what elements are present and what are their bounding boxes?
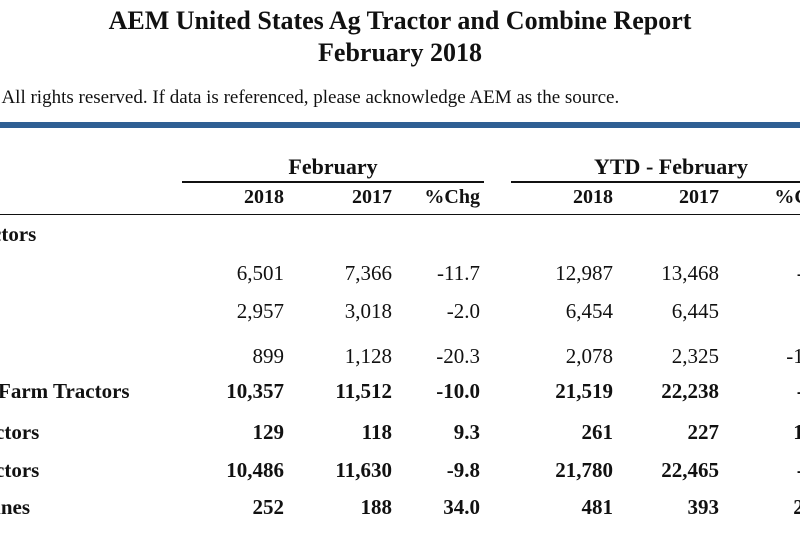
group-header-ytd: YTD - February [594, 154, 748, 179]
group-header-month: February [288, 154, 378, 179]
table-cell: 22.4 [793, 495, 800, 519]
table-cell: 2,078 [565, 344, 613, 368]
table-cell: -3.2 [730, 378, 800, 404]
table-cell: 11,512 [335, 379, 392, 403]
table-cell: -10.6 [786, 344, 800, 368]
table-cell: 6,454 [565, 299, 613, 323]
column-header: %Chg [424, 186, 480, 208]
table-cell: 261 [581, 420, 614, 444]
table-cell: 13,468 [661, 261, 719, 285]
table-cell: 34.0 [443, 495, 480, 519]
table-cell: 11,630 [335, 458, 392, 482]
section-label: ctors [0, 222, 37, 246]
row-label: ines [0, 495, 31, 519]
table-cell: 188 [360, 495, 393, 519]
table-cell: 899 [252, 344, 285, 368]
table-cell: -11.7 [437, 261, 480, 285]
column-header: 2017 [352, 186, 392, 208]
table-cell: -9.8 [446, 458, 480, 482]
table-cell: 2,957 [236, 299, 284, 323]
column-header: %Chg [774, 186, 800, 208]
table-cell: 252 [252, 495, 285, 519]
table-cell: 22,238 [661, 379, 719, 403]
table-cell: 6,445 [671, 299, 719, 323]
copyright-notice: . All rights reserved. If data is refere… [0, 87, 620, 108]
table-cell: 481 [581, 495, 614, 519]
table-cell: 3,018 [344, 299, 392, 323]
table-cell: 7,366 [344, 261, 392, 285]
header-divider [0, 122, 800, 128]
table-cell: 2,325 [671, 344, 719, 368]
table-cell: -3.6 [730, 260, 800, 286]
table-cell: -10.0 [436, 379, 480, 403]
row-label: ctors [0, 420, 40, 444]
column-header: 2018 [244, 186, 284, 208]
table-cell: 129 [252, 420, 285, 444]
table-cell: 118 [361, 420, 392, 444]
column-header: 2018 [573, 186, 613, 208]
table-cell: 21,780 [555, 458, 613, 482]
table-cell: 1,128 [344, 344, 392, 368]
table-cell: 15.0 [793, 420, 800, 444]
table-cell: 0.1 [730, 298, 800, 324]
table-cell: -20.3 [436, 344, 480, 368]
table-cell: 10,357 [226, 379, 284, 403]
group-rule-ytd [511, 181, 800, 183]
table-cell: 12,987 [555, 261, 613, 285]
table-cell: 227 [687, 420, 720, 444]
table-cell: 10,486 [226, 458, 284, 482]
row-label: Farm Tractors [0, 379, 130, 403]
table-cell: -2.0 [446, 299, 480, 323]
group-rule-month [182, 181, 484, 183]
report-title: AEM United States Ag Tractor and Combine… [108, 6, 692, 35]
table-cell: -3.0 [730, 457, 800, 483]
column-header: 2017 [679, 186, 719, 208]
row-label: ctors [0, 458, 40, 482]
table-cell: 22,465 [661, 458, 719, 482]
table-cell: 21,519 [555, 379, 613, 403]
table-cell: 9.3 [453, 420, 480, 444]
report-period: February 2018 [318, 38, 482, 67]
table-cell: 6,501 [236, 261, 284, 285]
table-cell: 393 [687, 495, 720, 519]
header-rule [0, 214, 800, 215]
